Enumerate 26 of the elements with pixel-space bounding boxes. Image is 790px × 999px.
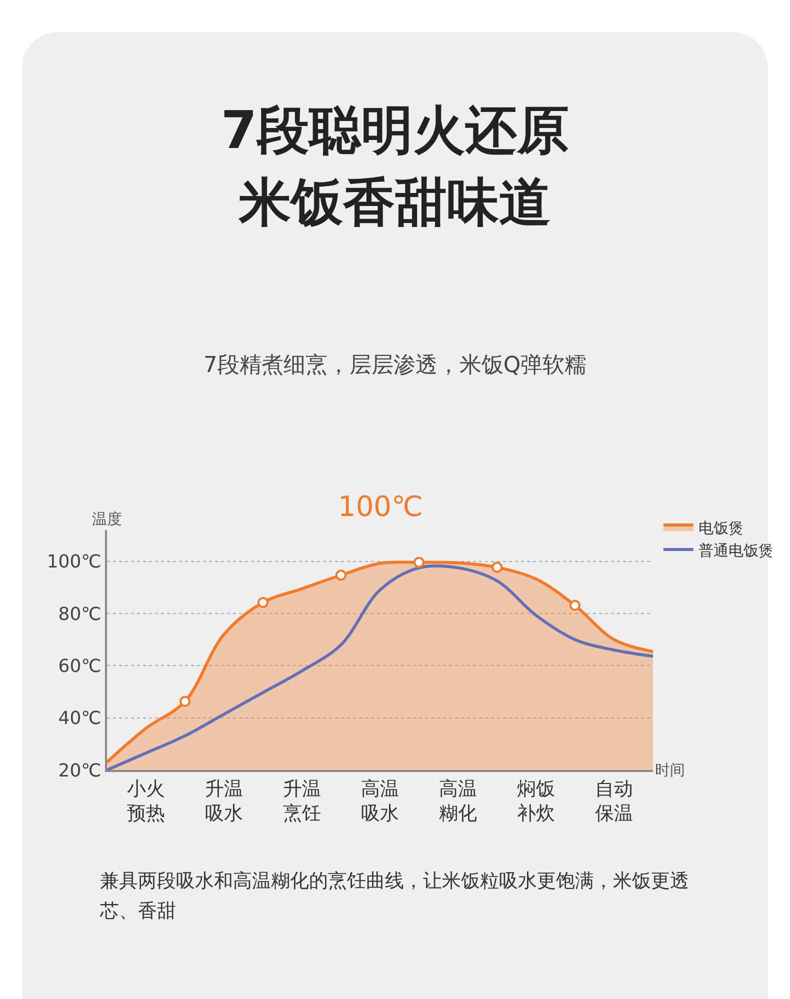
y-tick-label: 20℃ — [58, 760, 102, 782]
x-tick-label: 小火预热 — [127, 778, 165, 824]
x-tick-label: 焖饭补炊 — [517, 778, 555, 824]
x-tick-label: 升温烹饪 — [283, 778, 321, 824]
point — [414, 556, 424, 568]
chart-subtitle: 7段精煮细烹，层层渗透，米饭Q弹软糯 — [202, 352, 588, 380]
legend-label: 普通电饭煲 — [698, 541, 774, 560]
point — [336, 570, 346, 581]
x-axis-title: 时间 — [655, 761, 685, 779]
x-tick-label: 升温吸水 — [205, 778, 243, 824]
text: 100℃ — [338, 490, 423, 523]
y-tick-label: 80℃ — [58, 604, 102, 625]
legend-label: 电饭煲 — [698, 518, 744, 537]
x-tick-label: 高温糊化 — [439, 778, 477, 824]
point — [258, 597, 268, 608]
y-axis-title: 温度 — [92, 510, 122, 528]
point — [492, 562, 502, 573]
point — [180, 696, 190, 707]
y-tick-label: 100℃ — [46, 552, 102, 573]
text: 兼具两段吸水和高温糊化的烹饪曲线，让米饭粒吸水更饱满，米饭更透芯、香甜 — [100, 869, 690, 924]
y-tick-label: 60℃ — [58, 656, 102, 677]
x-tick-label: 自动保温 — [595, 778, 633, 824]
point — [570, 600, 580, 611]
x-tick-label: 高温吸水 — [361, 778, 399, 824]
y-tick-label: 40℃ — [58, 708, 102, 730]
chart-title: 7段聪明火还原米饭香甜味道 — [220, 100, 570, 235]
